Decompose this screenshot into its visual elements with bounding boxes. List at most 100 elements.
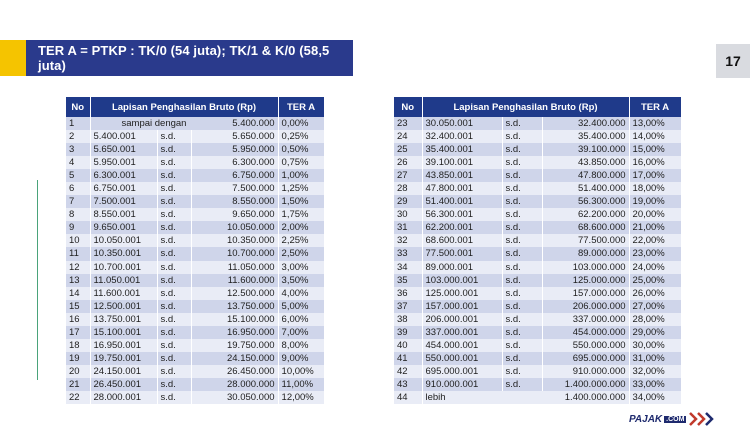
row-number: 19 — [66, 351, 91, 365]
range-from: 12.500.001 — [90, 299, 158, 313]
range-separator: s.d. — [157, 325, 192, 339]
range-separator: s.d. — [502, 260, 543, 274]
range-to: 28.000.000 — [191, 377, 279, 391]
table-row: 3 5.650.001 s.d. 5.950.000 0,50% — [66, 143, 325, 157]
range-separator: s.d. — [157, 364, 192, 378]
range-separator: s.d. — [157, 156, 192, 170]
range-from: 9.650.001 — [90, 221, 158, 235]
row-number: 9 — [66, 221, 91, 235]
ter-rate: 18,00% — [629, 182, 682, 196]
table-row: 35 103.000.001 s.d. 125.000.000 25,00% — [394, 273, 682, 287]
ter-table-right: No Lapisan Penghasilan Bruto (Rp) TER A … — [394, 97, 682, 405]
ter-rate: 3,00% — [278, 260, 325, 274]
ter-rate: 6,00% — [278, 312, 325, 326]
range-from: 62.200.001 — [422, 221, 503, 235]
range-from: sampai dengan — [121, 118, 187, 130]
range-to: 13.750.000 — [191, 299, 279, 313]
table-row: 1 sampai dengan 5.400.000 0,00% — [66, 117, 325, 131]
table-row: 16 13.750.001 s.d. 15.100.000 6,00% — [66, 312, 325, 326]
table-row: 38 206.000.001 s.d. 337.000.000 28,00% — [394, 312, 682, 326]
row-number: 8 — [66, 208, 91, 222]
row-number: 11 — [66, 247, 91, 261]
range-from: 16.950.001 — [90, 338, 158, 352]
ter-rate: 30,00% — [629, 338, 682, 352]
range-separator: s.d. — [157, 143, 192, 157]
row-number: 24 — [394, 130, 423, 144]
range-to: 32.400.000 — [542, 117, 630, 131]
ter-rate: 12,00% — [278, 390, 325, 405]
ter-rate: 1,50% — [278, 195, 325, 209]
row-number: 3 — [66, 143, 91, 157]
row-number: 26 — [394, 156, 423, 170]
table-row: 30 56.300.001 s.d. 62.200.000 20,00% — [394, 208, 682, 222]
range-to: 10.050.000 — [191, 221, 279, 235]
range-from: 43.850.001 — [422, 169, 503, 183]
row-number: 25 — [394, 143, 423, 157]
range-from: 51.400.001 — [422, 195, 503, 209]
row-number: 7 — [66, 195, 91, 209]
table-row: 32 68.600.001 s.d. 77.500.000 22,00% — [394, 234, 682, 248]
header-ter-a: TER A — [278, 97, 325, 117]
range-from: 26.450.001 — [90, 377, 158, 391]
range-from: 11.050.001 — [90, 273, 158, 287]
range-from: 6.750.001 — [90, 182, 158, 196]
range-separator: s.d. — [502, 377, 543, 391]
range-to: 8.550.000 — [191, 195, 279, 209]
range-to: 43.850.000 — [542, 156, 630, 170]
ter-rate: 19,00% — [629, 195, 682, 209]
range-separator: s.d. — [502, 169, 543, 183]
table-row: 34 89.000.001 s.d. 103.000.000 24,00% — [394, 260, 682, 274]
table-row: 7 7.500.001 s.d. 8.550.000 1,50% — [66, 195, 325, 209]
slide-title-bar: TER A = PTKP : TK/0 (54 juta); TK/1 & K/… — [0, 40, 353, 76]
row-number: 21 — [66, 377, 91, 391]
table-header-row: No Lapisan Penghasilan Bruto (Rp) TER A — [66, 97, 325, 117]
ter-rate: 13,00% — [629, 117, 682, 131]
range-separator: s.d. — [157, 377, 192, 391]
ter-rate: 27,00% — [629, 299, 682, 313]
range-separator: s.d. — [502, 156, 543, 170]
range-to: 695.000.000 — [542, 351, 630, 365]
ter-rate: 1,25% — [278, 182, 325, 196]
range-from: 5.400.001 — [90, 130, 158, 144]
range-separator: s.d. — [502, 286, 543, 300]
range-to: 206.000.000 — [542, 299, 630, 313]
table-row: 44 lebih 1.400.000.000 34,00% — [394, 390, 682, 405]
table-row: 27 43.850.001 s.d. 47.800.000 17,00% — [394, 169, 682, 183]
row-number: 13 — [66, 273, 91, 287]
ter-rate: 21,00% — [629, 221, 682, 235]
range-to: 9.650.000 — [191, 208, 279, 222]
ter-rate: 7,00% — [278, 325, 325, 339]
range-separator: s.d. — [157, 182, 192, 196]
range-separator: s.d. — [502, 325, 543, 339]
table-row: 33 77.500.001 s.d. 89.000.000 23,00% — [394, 247, 682, 261]
range-separator: s.d. — [502, 364, 543, 378]
row-number: 5 — [66, 169, 91, 183]
range-from: 56.300.001 — [422, 208, 503, 222]
range-from: 695.000.001 — [422, 364, 503, 378]
range-separator: s.d. — [157, 390, 192, 405]
table-header-row: No Lapisan Penghasilan Bruto (Rp) TER A — [394, 97, 682, 117]
range-to: 5.650.000 — [191, 130, 279, 144]
row-number: 22 — [66, 390, 91, 405]
row-number: 10 — [66, 234, 91, 248]
ter-rate: 15,00% — [629, 143, 682, 157]
range-to: 5.400.000 — [232, 118, 275, 130]
range-from: 19.750.001 — [90, 351, 158, 365]
range-separator: s.d. — [157, 195, 192, 209]
ter-rate: 2,25% — [278, 234, 325, 248]
row-number: 37 — [394, 299, 423, 313]
row-number: 16 — [66, 312, 91, 326]
row-number: 33 — [394, 247, 423, 261]
ter-rate: 23,00% — [629, 247, 682, 261]
row-number: 12 — [66, 260, 91, 274]
range-from: 89.000.001 — [422, 260, 503, 274]
range-to: 24.150.000 — [191, 351, 279, 365]
table-row: 25 35.400.001 s.d. 39.100.000 15,00% — [394, 143, 682, 157]
title-accent-block — [0, 40, 26, 76]
range-to: 5.950.000 — [191, 143, 279, 157]
row-number: 2 — [66, 130, 91, 144]
range-separator: s.d. — [157, 338, 192, 352]
row-number: 30 — [394, 208, 423, 222]
range-to: 47.800.000 — [542, 169, 630, 183]
range-from: 10.350.001 — [90, 247, 158, 261]
